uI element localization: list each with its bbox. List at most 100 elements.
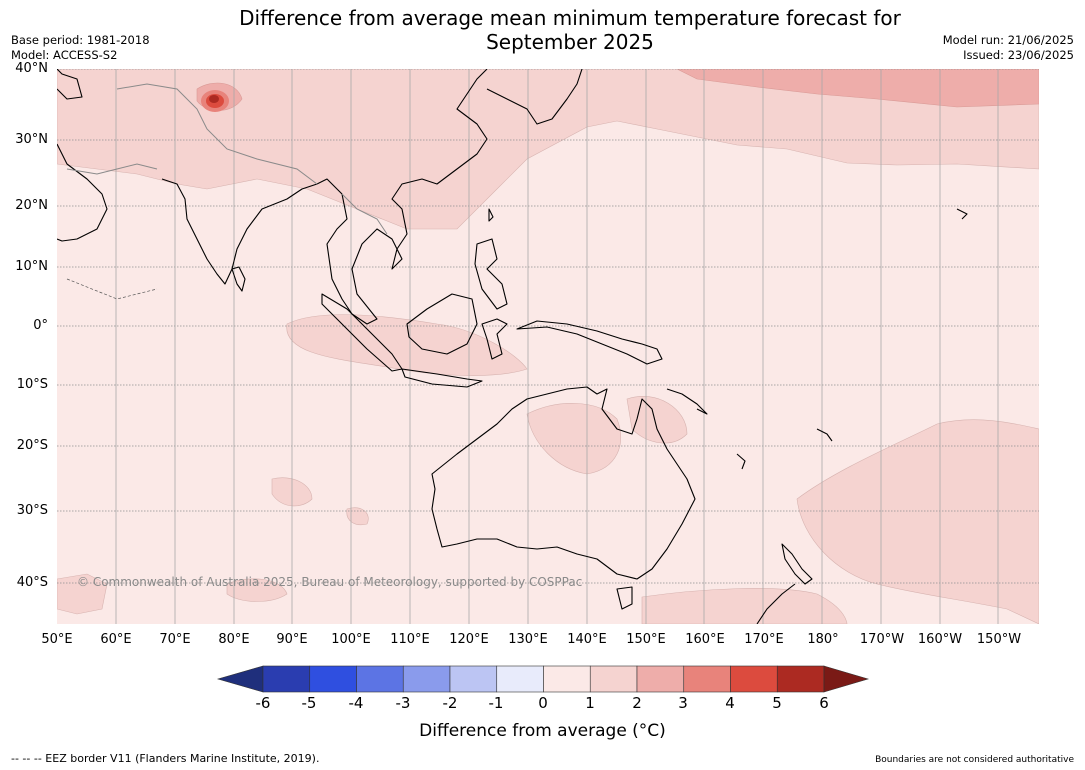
lat-label-20s: 20°S [16, 438, 48, 453]
lon-label-170w: 170°W [859, 632, 905, 647]
borneo-coast [406, 293, 478, 355]
sumatra-coast [321, 293, 403, 372]
cb-tick-neg1: -1 [488, 694, 504, 712]
philippines-coast [474, 238, 508, 310]
lon-label-110e: 110°E [390, 632, 430, 647]
cb-tick-3: 3 [678, 694, 688, 712]
base-period: Base period: 1981-2018 [11, 33, 150, 47]
colorbar-swatch [402, 665, 451, 693]
model-run: Model run: 21/06/2025 [942, 33, 1074, 47]
cb-tick-1: 1 [585, 694, 595, 712]
map-title: Difference from average mean minimum tem… [170, 6, 970, 54]
colorbar-swatch [496, 665, 544, 693]
lon-label-160w: 160°W [917, 632, 963, 647]
coral-sea-warm [626, 396, 688, 444]
northwest-pacific-warm [676, 69, 1039, 108]
forecast-map [57, 69, 1039, 624]
lon-label-80e: 80°E [218, 632, 250, 647]
meta-left: Base period: 1981-2018 Model: ACCESS-S2 [11, 33, 150, 63]
colorbar-swatch [636, 665, 685, 693]
karakoram-hotspot [201, 90, 229, 112]
lat-label-20n: 20°N [15, 198, 48, 213]
lon-label-60e: 60°E [100, 632, 132, 647]
equatorial-indian-warm [286, 314, 528, 376]
issued-date: Issued: 23/06/2025 [963, 48, 1074, 62]
lon-label-150e: 150°E [626, 632, 666, 647]
south-indian-warm-2 [346, 507, 369, 526]
meta-right: Model run: 21/06/2025 Issued: 23/06/2025 [943, 33, 1074, 63]
cb-tick-neg3: -3 [395, 694, 411, 712]
java-coast [401, 368, 483, 388]
colorbar-swatch [589, 665, 638, 693]
coastlines [57, 69, 968, 624]
lon-label-70e: 70°E [159, 632, 191, 647]
eez-attribution: -- -- -- EEZ border V11 (Flanders Marine… [11, 752, 320, 765]
colorbar-swatches [216, 665, 870, 693]
lat-label-40n: 40°N [15, 61, 48, 76]
india-coast [161, 178, 318, 285]
solomon-islands [666, 388, 708, 415]
sri-lanka-coast [231, 266, 246, 292]
lat-label-40s: 40°S [16, 575, 48, 590]
lon-label-130e: 130°E [508, 632, 548, 647]
taiwan-coast [488, 208, 494, 222]
nz-south-coast [756, 583, 796, 624]
country-borders [66, 83, 388, 235]
lon-label-120e: 120°E [449, 632, 489, 647]
title-line-1: Difference from average mean minimum tem… [239, 6, 901, 30]
lon-label-170e: 170°E [744, 632, 784, 647]
southern-ocean-warm [226, 578, 288, 602]
lon-label-180: 180° [807, 632, 839, 647]
colorbar-swatch [356, 665, 404, 693]
indochina-border [341, 193, 388, 235]
colorbar-swatch [776, 665, 825, 693]
lon-label-100e: 100°E [331, 632, 371, 647]
cb-tick-neg6: -6 [255, 694, 271, 712]
lat-label-10n: 10°N [15, 259, 48, 274]
colorbar-swatch [449, 665, 498, 693]
cb-tick-4: 4 [725, 694, 735, 712]
colorbar-extend-low [216, 665, 264, 693]
new-guinea-coast [516, 320, 663, 365]
lon-label-160e: 160°E [685, 632, 725, 647]
model-name: Model: ACCESS-S2 [11, 48, 118, 62]
boundaries-disclaimer: Boundaries are not considered authoritat… [875, 755, 1074, 765]
colorbar-swatch [543, 665, 591, 693]
tasman-warm [641, 588, 848, 624]
colorbar-swatch [730, 665, 778, 693]
lat-label-30n: 30°N [15, 132, 48, 147]
lat-label-0: 0° [33, 318, 48, 333]
cb-tick-5: 5 [772, 694, 782, 712]
australia-interior-warm [526, 403, 621, 475]
colorbar-swatch [309, 665, 357, 693]
cb-tick-0: 0 [538, 694, 548, 712]
longitude-gridlines [115, 69, 999, 624]
iran-pakistan-border [66, 163, 158, 175]
australia-coast [431, 386, 696, 580]
himalaya-border [116, 83, 318, 185]
cb-tick-neg4: -4 [348, 694, 364, 712]
anomaly-1-2-regions [57, 69, 1039, 624]
fiji-islands [816, 428, 833, 442]
cb-tick-neg2: -2 [442, 694, 458, 712]
vanuatu [736, 453, 746, 470]
lon-label-50e: 50°E [41, 632, 73, 647]
colorbar-swatch [683, 665, 731, 693]
colorbar-extend-high [823, 665, 870, 693]
lon-label-140e: 140°E [567, 632, 607, 647]
lon-label-90e: 90°E [276, 632, 308, 647]
japan-korea-coast [486, 69, 583, 125]
title-line-2: September 2025 [486, 30, 654, 54]
lon-label-150w: 150°W [976, 632, 1022, 647]
middle-east-coast [57, 69, 83, 100]
eez-border [66, 278, 158, 300]
lat-label-10s: 10°S [16, 377, 48, 392]
lat-label-30s: 30°S [16, 503, 48, 518]
cb-tick-2: 2 [632, 694, 642, 712]
tasmania-coast [616, 586, 633, 610]
copyright-notice: © Commonwealth of Australia 2025, Bureau… [77, 575, 583, 589]
colorbar-title: Difference from average (°C) [419, 721, 666, 741]
sulawesi-coast [481, 318, 508, 360]
cb-tick-6: 6 [819, 694, 829, 712]
colorbar-swatch [262, 665, 311, 693]
